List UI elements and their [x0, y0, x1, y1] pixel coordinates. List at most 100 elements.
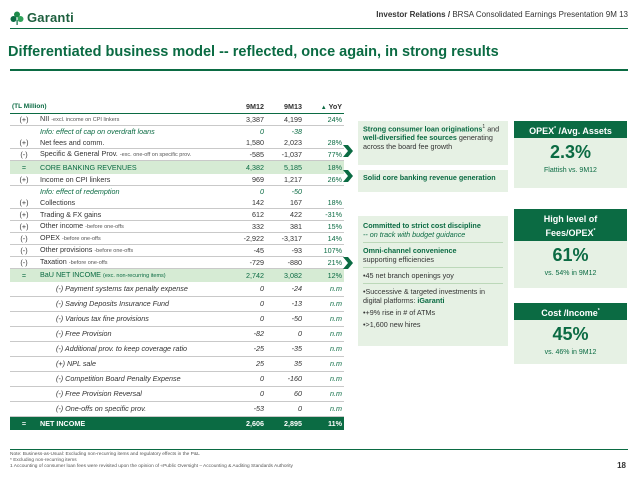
value-9m12: 0 [228, 282, 267, 297]
value-yoy: n.m [304, 371, 345, 387]
table-row: (+) NPL sale 25 35 n.m [10, 356, 345, 372]
row-label-text: (-) Payment systems tax penalty expense [56, 284, 188, 293]
financial-table: (TL Million) 9M12 9M13 ▲ YoY (+) NII -excl. i… [10, 101, 345, 430]
value-yoy: 14% [304, 232, 345, 245]
row-operator [10, 401, 38, 417]
row-operator: = [10, 416, 38, 430]
kpi-cost-income-body: 45% vs. 46% in 9M12 [514, 320, 627, 364]
row-label-text: (-) Free Provision [56, 329, 112, 338]
kpi-caption: Flattish vs. 9M12 [544, 167, 597, 174]
row-label-note: (exc. non-recurring items) [102, 273, 166, 279]
value-9m13: -50 [291, 186, 303, 196]
value-9m12: 2,606 [228, 416, 267, 430]
row-label-text: Other income [40, 221, 84, 230]
value-9m12: 0 [228, 311, 267, 327]
row-operator: = [10, 268, 38, 282]
table-header-row: (TL Million) 9M12 9M13 ▲ YoY [10, 101, 345, 114]
row-label: CORE BANKING REVENUES [38, 160, 229, 174]
value-9m12: -45 [228, 244, 267, 257]
value-9m12: 0 [260, 186, 265, 196]
row-label-note: -before one-offs [61, 236, 101, 242]
row-operator [10, 311, 38, 327]
footer-notes: Note: Business-as-Usual: Excluding non-r… [10, 452, 293, 470]
table-row: (-) Saving Deposits Insurance Fund 0 -13 n.… [10, 296, 345, 312]
row-label: Collections [38, 197, 229, 209]
row-label-note: -before one-offs [85, 224, 124, 230]
bullet-hires: •>1,600 new hires [363, 320, 421, 329]
value-yoy: 77% [304, 148, 345, 161]
row-operator: (-) [10, 244, 38, 257]
table-row: Info: effect of redemption 0 -50 [10, 186, 344, 198]
value-yoy: 107% [304, 244, 345, 257]
value-yoy: 18% [304, 160, 345, 174]
value-9m13: 4,199 [266, 113, 305, 126]
value-9m13: 3,082 [266, 268, 305, 282]
chevron-right-icon [343, 170, 353, 182]
value-yoy: -31% [304, 208, 345, 221]
kpi-caption: vs. 54% in 9M12 [544, 270, 597, 277]
callout-fees-text: generating across the board fee growth [363, 133, 493, 152]
value-yoy: n.m [304, 282, 345, 297]
row-label-text: Specific & General Prov. [40, 149, 118, 158]
value-9m13: 0 [266, 401, 305, 417]
title-divider [10, 69, 628, 71]
row-label-text: NII [40, 114, 50, 123]
footer-divider [10, 449, 628, 450]
kpi-title-text: /Avg. Assets [556, 126, 612, 136]
row-label-note: -exc. one-off on specific prov. [119, 152, 192, 158]
kpi-title-text: High level of Fees/OPEX [543, 214, 598, 238]
value-yoy [304, 186, 344, 198]
value-9m12: -82 [228, 326, 267, 342]
chevron-right-icon [343, 145, 353, 157]
value-9m13: -880 [266, 256, 305, 269]
callout-core-text: Solid core banking revenue generation [363, 173, 496, 182]
row-label-text: BaU NET INCOME [40, 270, 101, 279]
row-label-text: Other provisions [40, 245, 93, 254]
table-row: (-) Free Provision -82 0 n.m [10, 326, 345, 342]
row-label-text: Collections [40, 197, 76, 207]
bullet-atms: •+9% rise in # of ATMs [363, 308, 436, 317]
table-row: (-) Competition Board Penalty Expense 0 -1… [10, 371, 345, 387]
callout-fees: Strong consumer loan originations1 and w… [358, 121, 508, 165]
row-operator [10, 356, 38, 372]
row-label-text: (-) Competition Board Penalty Expense [56, 374, 181, 383]
value-9m12: 2,742 [228, 268, 267, 282]
table-row: Info: effect of cap on overdraft loans 0 -… [10, 126, 344, 138]
column-header-9m13: 9M13 [266, 101, 305, 114]
row-label-text: OPEX [40, 233, 60, 242]
value-yoy: 21% [304, 256, 345, 269]
value-9m12: 0 [228, 371, 267, 387]
value-9m13: 422 [266, 208, 305, 221]
row-label-text: (-) Free Provision Reversal [56, 389, 142, 398]
brand-logo[interactable]: Garanti [10, 10, 74, 25]
row-operator [10, 341, 38, 357]
footer-note: 1 Accounting of consumer loan fees were … [10, 464, 293, 469]
bullet-digital-brand: iGaranti [417, 296, 445, 305]
value-9m13: -1,037 [266, 148, 305, 161]
row-operator [10, 326, 38, 342]
table-row: (-) Other provisions -before one-offs -45 -… [10, 244, 345, 257]
row-label: Other provisions -before one-offs [38, 244, 229, 257]
row-label: NII -excl. income on CPI linkers [38, 113, 229, 126]
value-9m12: -53 [228, 401, 267, 417]
value-9m12: 0 [228, 386, 267, 402]
row-label: Other income -before one-offs [38, 220, 229, 233]
row-label-text: (+) NPL sale [56, 359, 97, 368]
row-label: (-) Saving Deposits Insurance Fund [38, 296, 229, 312]
value-9m13: -13 [266, 296, 305, 312]
row-label-text: Net fees and comm. [40, 137, 105, 147]
value-yoy: 15% [304, 220, 345, 233]
row-label: Trading & FX gains [38, 208, 229, 221]
row-operator: (+) [10, 208, 38, 221]
table-row: (-) Specific & General Prov. -exc. one-of… [10, 148, 345, 161]
row-operator [10, 371, 38, 387]
row-label-text: (-) Saving Deposits Insurance Fund [56, 299, 170, 308]
value-9m12: 969 [228, 174, 267, 186]
kpi-value: 61% [552, 245, 589, 265]
page-number: 18 [617, 461, 626, 470]
callout-opex-sub: -- on track with budget guidance [363, 230, 466, 239]
row-operator: (+) [10, 197, 38, 209]
table-row: = BaU NET INCOME (exc. non-recurring item… [10, 268, 345, 282]
row-label-note: -before one-offs [94, 248, 134, 254]
value-9m13: -50 [266, 311, 305, 327]
